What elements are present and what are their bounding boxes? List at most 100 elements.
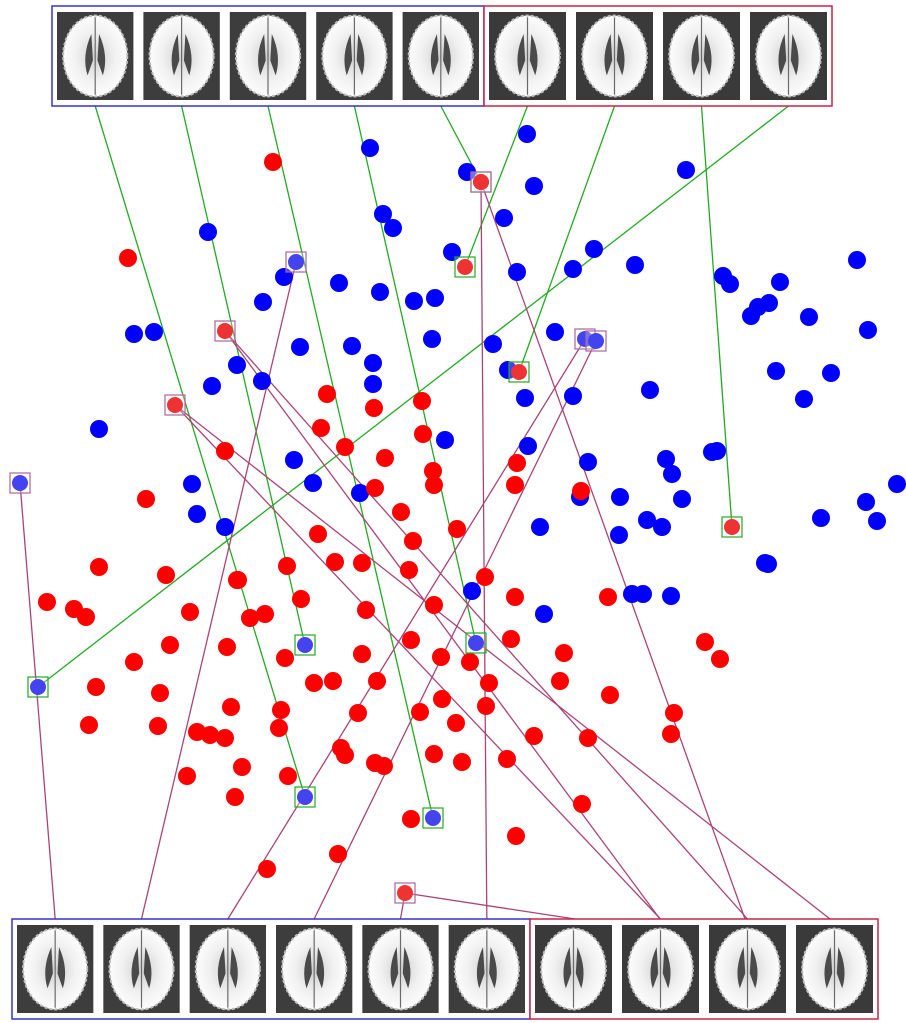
ventricle-left: [824, 947, 833, 989]
scatter-point-b: [149, 717, 167, 735]
top-link-line: [267, 105, 434, 819]
scatter-point-a: [812, 509, 830, 527]
scatter-point-b: [329, 845, 347, 863]
ventricle-left: [476, 947, 485, 989]
scatter-point-a: [888, 475, 906, 493]
scatter-point-a: [426, 289, 444, 307]
scatter-point-a: [767, 362, 785, 380]
scatter-point-a: [848, 251, 866, 269]
scatter-point-a: [673, 490, 691, 508]
ventricle-left: [85, 34, 93, 76]
scatter-point-b: [233, 758, 251, 776]
scatter-point-b: [137, 490, 155, 508]
bottom-link-line: [313, 340, 597, 920]
scatter-point-b: [502, 630, 520, 648]
scatter-point-b: [573, 795, 591, 813]
scatter-point-b: [551, 672, 569, 690]
ventricle-left: [217, 947, 226, 989]
cross-link-line: [404, 892, 576, 920]
ventricle-left: [737, 947, 746, 989]
scatter-point-a: [495, 209, 513, 227]
highlighted-point: [724, 519, 740, 535]
scatter-point-b: [507, 827, 525, 845]
ventricle-right: [183, 34, 192, 76]
scatter-point-b: [216, 729, 234, 747]
top-link-line: [518, 105, 616, 373]
scatter-point-a: [371, 283, 389, 301]
highlighted-point: [297, 789, 313, 805]
bottom-thumbnail-a: [103, 925, 180, 1013]
ventricle-right: [270, 34, 278, 76]
bottom-thumbnail-b: [535, 925, 612, 1013]
scatter-point-b: [601, 686, 619, 704]
brain-folds: [62, 14, 129, 98]
scatter-point-b: [525, 727, 543, 745]
scatter-point-b: [318, 385, 336, 403]
brain-folds: [22, 927, 89, 1011]
scatter-point-a: [351, 484, 369, 502]
scatter-point-b: [279, 767, 297, 785]
scatter-point-b: [506, 476, 524, 494]
ventricle-left: [778, 34, 787, 76]
scatter-point-b: [400, 561, 418, 579]
scatter-point-a: [508, 263, 526, 281]
scatter-point-b: [447, 714, 465, 732]
scatter-point-a: [531, 518, 549, 536]
scatter-point-b: [38, 593, 56, 611]
scatter-point-a: [90, 420, 108, 438]
highlighted-point: [473, 174, 489, 190]
scatter-point-a: [199, 223, 217, 241]
scatter-point-a: [125, 325, 143, 343]
points-layer: [38, 125, 906, 878]
scatter-point-a: [564, 260, 582, 278]
scatter-point-a: [657, 450, 675, 468]
brain-folds: [321, 14, 388, 98]
scatter-point-a: [374, 205, 392, 223]
scatter-point-b: [461, 653, 479, 671]
scatter-point-b: [151, 684, 169, 702]
scatter-point-a: [384, 219, 402, 237]
scatter-point-b: [357, 601, 375, 619]
scatter-point-b: [241, 609, 259, 627]
ventricle-right: [703, 34, 712, 76]
ventricle-right: [616, 34, 625, 76]
scatter-point-b: [402, 810, 420, 828]
scatter-point-b: [336, 746, 354, 764]
ventricle-right: [97, 34, 106, 76]
scatter-point-a: [253, 372, 271, 390]
scatter-point-a: [771, 273, 789, 291]
top-link-line: [353, 105, 477, 644]
brain-folds: [627, 927, 694, 1011]
scatter-point-a: [585, 240, 603, 258]
scatter-point-b: [178, 767, 196, 785]
scatter-point-b: [366, 479, 384, 497]
brain-folds: [801, 927, 868, 1011]
scatter-point-b: [392, 503, 410, 521]
scatter-point-b: [276, 649, 294, 667]
brain-folds: [453, 927, 520, 1011]
scatter-point-a: [708, 442, 726, 460]
scatter-point-a: [285, 451, 303, 469]
bottom-thumbnail-a: [362, 925, 439, 1013]
links-layer: [19, 105, 831, 920]
scatter-point-b: [201, 726, 219, 744]
scatter-point-b: [324, 672, 342, 690]
brain-folds: [367, 927, 434, 1011]
highlighted-point: [217, 323, 233, 339]
ventricle-right: [790, 34, 799, 76]
scatter-point-b: [264, 153, 282, 171]
scatter-point-a: [626, 256, 644, 274]
scatter-point-a: [525, 177, 543, 195]
ventricle-left: [650, 947, 659, 989]
scatter-point-a: [183, 475, 201, 493]
ventricle-right: [575, 947, 584, 989]
bottom-thumbnail-a: [276, 925, 353, 1013]
scatter-point-a: [663, 465, 681, 483]
scatter-point-b: [365, 399, 383, 417]
scatter-point-a: [611, 488, 629, 506]
scatter-point-b: [336, 438, 354, 456]
ventricle-left: [390, 947, 399, 989]
scatter-point-a: [361, 139, 379, 157]
scatter-point-a: [203, 377, 221, 395]
